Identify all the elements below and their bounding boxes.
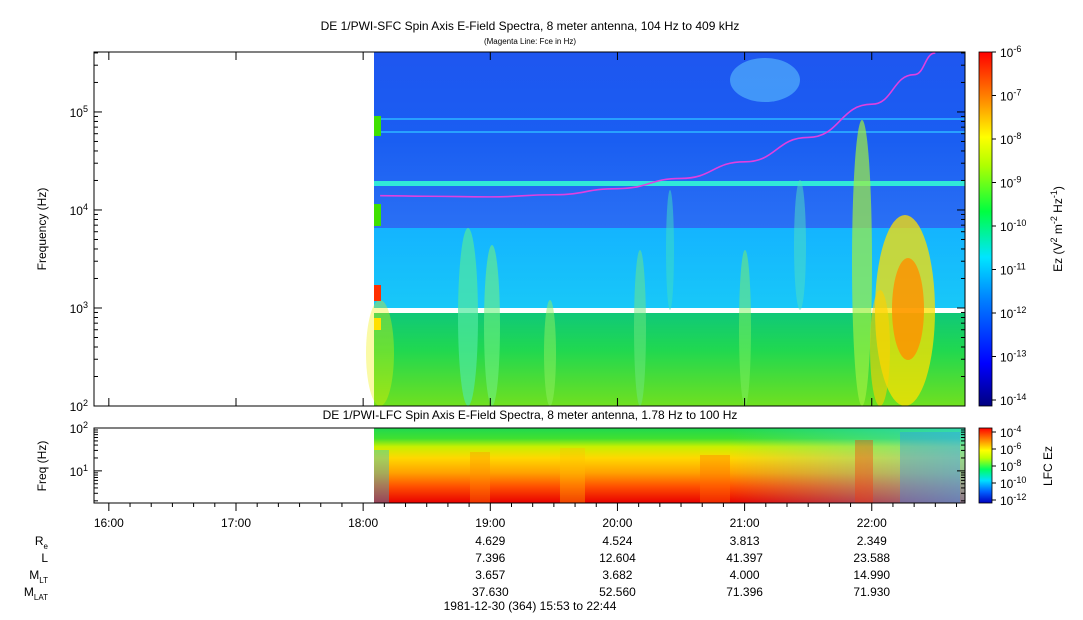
colorbar-tick-label: 10-6 [1000, 44, 1021, 60]
lfc-stripe [700, 455, 730, 503]
colorbar-tick-label: 10-4 [1000, 424, 1021, 440]
lfc-stripe [470, 452, 490, 503]
lfc-stripe [560, 448, 585, 503]
sfc-burst [634, 250, 646, 406]
sfc-y-label: Frequency (Hz) [35, 188, 49, 271]
sfc-y-tick-label: 102 [70, 398, 88, 414]
sfc-burst [870, 290, 890, 406]
ephem-value: 41.397 [726, 551, 763, 565]
sfc-burst [374, 204, 381, 226]
ephem-value: 4.524 [602, 534, 632, 548]
ephem-value: 37.630 [472, 585, 509, 599]
sfc-gap [374, 308, 965, 313]
colorbar-tick-label: 10-8 [1000, 131, 1021, 147]
sfc-line-emission [374, 131, 965, 133]
ephem-value: 3.682 [602, 568, 632, 582]
time-tick-label: 17:00 [221, 516, 251, 530]
ephem-value: 3.813 [730, 534, 760, 548]
colorbar-tick-label: 10-10 [1000, 475, 1026, 491]
colorbar-tick-label: 10-9 [1000, 175, 1021, 191]
ephem-row-label: MLT [29, 568, 48, 585]
ephem-value: 4.629 [475, 534, 505, 548]
lfc-y-tick-label: 102 [70, 420, 88, 436]
time-tick-label: 22:00 [857, 516, 887, 530]
sfc-bursts [366, 58, 935, 406]
sfc-burst [892, 258, 924, 360]
sfc-burst [739, 250, 751, 406]
lfc-colorbar [978, 427, 993, 504]
sfc-y-tick-label: 103 [70, 300, 88, 316]
ephem-value: 3.657 [475, 568, 505, 582]
ephem-row-label: Re [35, 534, 49, 551]
sfc-burst [666, 190, 674, 310]
lfc-stripes [374, 432, 960, 503]
ephem-value: 12.604 [599, 551, 636, 565]
colorbar-tick-label: 10-13 [1000, 349, 1026, 365]
ephem-value: 52.560 [599, 585, 636, 599]
sfc-title: DE 1/PWI-SFC Spin Axis E-Field Spectra, … [321, 19, 740, 33]
colorbar-tick-label: 10-7 [1000, 88, 1021, 104]
sfc-burst [852, 120, 872, 406]
sfc-burst [374, 318, 381, 330]
fce-line [380, 52, 936, 198]
sfc-burst [730, 58, 800, 102]
ephem-row-label: L [41, 551, 48, 565]
date-range: 1981-12-30 (364) 15:53 to 22:44 [444, 599, 617, 613]
time-tick-label: 16:00 [94, 516, 124, 530]
sfc-line-emission [374, 118, 965, 120]
sfc-colorbar-label: Ez (V2 m-2 Hz-1) [1049, 186, 1065, 272]
sfc-burst [366, 300, 394, 406]
colorbar-tick-label: 10-12 [1000, 492, 1026, 508]
ephem-value: 7.396 [475, 551, 505, 565]
ephemeris-table: Re 4.629 4.524 3.813 2.349 L 7.396 12.604 41.397… [24, 534, 891, 602]
sfc-line-emission [374, 181, 965, 186]
lfc-fade [374, 428, 965, 503]
ephem-value: 2.349 [857, 534, 887, 548]
sfc-burst [458, 228, 478, 406]
sfc-colorbar-ticks: 10-6 10-7 10-8 10-9 10-10 10-11 10-12 10-13 10-1… [992, 44, 1026, 408]
ephem-value: 14.990 [853, 568, 890, 582]
time-axis: 16:00 17:00 18:00 19:00 20:00 21:00 22:00 [94, 52, 965, 530]
ephem-row-label: MLAT [24, 585, 48, 602]
sfc-burst [794, 180, 806, 310]
lfc-colorbar-label: LFC Ez [1041, 446, 1055, 486]
sfc-spectrogram [366, 52, 965, 406]
sfc-burst [484, 245, 500, 406]
sfc-burst [374, 116, 381, 136]
time-tick-label: 20:00 [602, 516, 632, 530]
colorbar-tick-label: 10-14 [1000, 392, 1026, 408]
sfc-y-tick-label: 105 [70, 104, 88, 120]
lfc-y-tick-label: 101 [70, 463, 88, 479]
colorbar-tick-label: 10-12 [1000, 305, 1026, 321]
lfc-stripe [900, 432, 960, 503]
time-tick-label: 18:00 [348, 516, 378, 530]
sfc-frame [93, 51, 966, 407]
ephem-value: 23.588 [853, 551, 890, 565]
time-tick-label: 21:00 [730, 516, 760, 530]
time-tick-label: 19:00 [475, 516, 505, 530]
lfc-y-ticks: 101 102 [70, 420, 965, 502]
sfc-burst [374, 285, 381, 301]
lfc-stripe [855, 440, 873, 503]
colorbar-tick-label: 10-6 [1000, 441, 1021, 457]
colorbar-tick-label: 10-10 [1000, 218, 1026, 234]
sfc-y-tick-label: 104 [70, 202, 88, 218]
sfc-y-ticks: 102 103 104 105 [70, 52, 965, 414]
lfc-spectrogram [374, 428, 965, 503]
colorbar-tick-label: 10-11 [1000, 262, 1026, 278]
ephem-value: 71.930 [853, 585, 890, 599]
ephem-value: 71.396 [726, 585, 763, 599]
sfc-colorbar [978, 51, 993, 407]
sfc-burst [544, 300, 556, 406]
lfc-y-label: Freq (Hz) [35, 441, 49, 492]
lfc-title: DE 1/PWI-LFC Spin Axis E-Field Spectra, … [323, 408, 738, 422]
sfc-subtitle: (Magenta Line: Fce in Hz) [484, 37, 576, 46]
ephem-value: 4.000 [730, 568, 760, 582]
colorbar-tick-label: 10-8 [1000, 458, 1021, 474]
lfc-stripe [374, 450, 389, 503]
